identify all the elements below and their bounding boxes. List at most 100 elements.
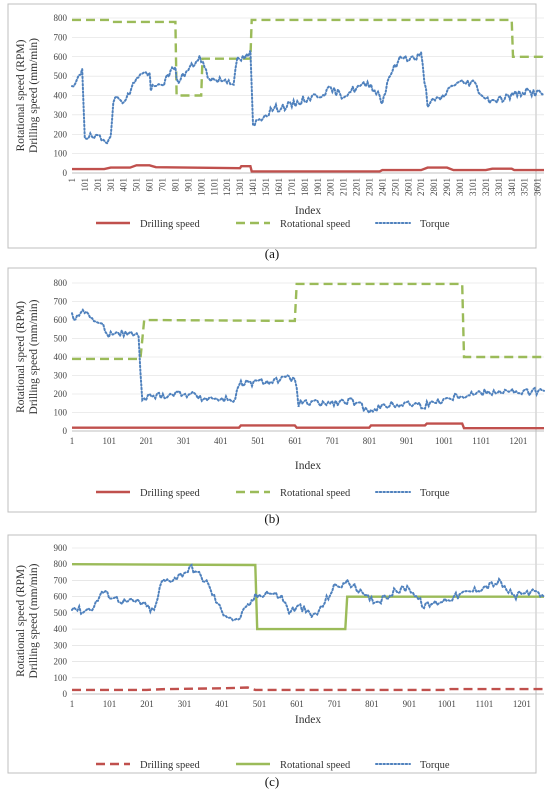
- x-axis-title: Index: [295, 205, 321, 217]
- y-tick-label: 400: [54, 352, 68, 362]
- y-tick-label: 600: [54, 52, 68, 62]
- x-tick-label: 1701: [287, 178, 297, 196]
- panel-caption: (b): [264, 511, 279, 526]
- x-tick-label: 3501: [520, 178, 530, 196]
- x-axis-title: Index: [295, 714, 321, 726]
- series-line-drilling-speed: [72, 686, 544, 692]
- panel-a: 0100200300400500600700800012345678110120…: [7, 3, 545, 261]
- y-tick-label: 500: [54, 71, 68, 81]
- y-tick-label: 800: [54, 278, 68, 288]
- y-axis-title: Rotational speed (RPM): [15, 39, 27, 151]
- x-tick-label: 801: [365, 699, 379, 709]
- x-tick-label: 401: [215, 699, 229, 709]
- y-tick-label: 500: [54, 334, 68, 344]
- x-tick-label: 501: [253, 699, 267, 709]
- x-tick-label: 3601: [533, 178, 543, 196]
- x-tick-label: 1: [70, 436, 75, 446]
- x-tick-label: 301: [177, 436, 191, 446]
- x-tick-label: 3101: [468, 178, 478, 196]
- x-tick-label: 601: [290, 699, 304, 709]
- x-tick-label: 701: [328, 699, 342, 709]
- y-tick-label: 300: [54, 640, 68, 650]
- x-tick-label: 601: [288, 436, 302, 446]
- y-axis-title: Drilling speed (mm/min): [28, 38, 40, 153]
- panel-frame: [7, 534, 537, 774]
- x-tick-label: 1201: [222, 178, 232, 196]
- x-tick-label: 1201: [513, 699, 531, 709]
- x-tick-label: 801: [170, 178, 180, 192]
- y-tick-label: 700: [54, 575, 68, 585]
- x-tick-label: 301: [106, 178, 116, 192]
- panel-caption: (c): [265, 774, 279, 789]
- x-tick-label: 101: [103, 699, 117, 709]
- x-tick-label: 1301: [235, 178, 245, 196]
- x-tick-label: 1201: [509, 436, 527, 446]
- x-tick-label: 1901: [313, 178, 323, 196]
- x-tick-label: 701: [158, 178, 168, 192]
- y-tick-label: 800: [54, 559, 68, 569]
- x-tick-label: 3201: [481, 178, 491, 196]
- x-axis-title: Index: [295, 460, 321, 472]
- y-tick-label: 0: [63, 168, 68, 178]
- x-tick-label: 301: [178, 699, 192, 709]
- x-tick-label: 1001: [196, 178, 206, 196]
- legend-label: Torque: [420, 219, 450, 230]
- y-axis-title: Drilling speed (mm/min): [28, 299, 40, 414]
- series-line-rotational-speed: [71, 563, 544, 631]
- panel-b: 0100200300400500600700800012345671101201…: [7, 267, 545, 526]
- x-tick-label: 1501: [261, 178, 271, 196]
- y-tick-label: 0: [63, 689, 68, 699]
- x-tick-label: 701: [326, 436, 340, 446]
- x-tick-label: 3001: [455, 178, 465, 196]
- series-line-drilling-speed: [72, 164, 544, 173]
- y-tick-label: 900: [54, 543, 68, 553]
- series-line-torque: [71, 563, 545, 622]
- y-tick-label: 600: [54, 315, 68, 325]
- x-tick-label: 1101: [472, 436, 490, 446]
- x-tick-label: 1101: [209, 178, 219, 196]
- x-tick-label: 401: [119, 178, 129, 192]
- y-tick-label: 100: [54, 408, 68, 418]
- y-tick-label: 300: [54, 371, 68, 381]
- series-line-torque: [71, 49, 545, 145]
- x-tick-label: 901: [403, 699, 417, 709]
- x-tick-label: 101: [80, 178, 90, 192]
- panel-frame: [7, 267, 537, 513]
- y-tick-label: 100: [54, 673, 68, 683]
- y-axis-title: Rotational speed (RPM): [15, 565, 27, 677]
- legend-label: Torque: [420, 488, 450, 499]
- x-tick-label: 801: [363, 436, 377, 446]
- y-axis-title: Drilling speed (mm/min): [28, 563, 40, 678]
- x-tick-label: 2401: [377, 178, 387, 196]
- y-tick-label: 700: [54, 32, 68, 42]
- panel-c: 010020030040050060070080090000.511.522.5…: [7, 534, 545, 789]
- legend-label: Drilling speed: [140, 219, 201, 230]
- y-tick-label: 200: [54, 657, 68, 667]
- y-tick-label: 800: [54, 13, 68, 23]
- x-tick-label: 1101: [476, 699, 494, 709]
- x-tick-label: 2501: [390, 178, 400, 196]
- legend-label: Torque: [420, 760, 450, 771]
- x-tick-label: 2601: [403, 178, 413, 196]
- series-line-torque: [71, 308, 545, 415]
- x-tick-label: 901: [183, 178, 193, 192]
- x-tick-label: 2801: [429, 178, 439, 196]
- x-tick-label: 1: [70, 699, 75, 709]
- x-tick-label: 101: [102, 436, 116, 446]
- x-tick-label: 3401: [507, 178, 517, 196]
- x-tick-label: 2701: [416, 178, 426, 196]
- y-axis-title: Rotational speed (RPM): [15, 301, 27, 413]
- y-tick-label: 200: [54, 389, 68, 399]
- y-tick-label: 600: [54, 592, 68, 602]
- y-tick-label: 400: [54, 91, 68, 101]
- series-line-rotational-speed: [72, 282, 544, 361]
- x-tick-label: 1: [67, 178, 77, 183]
- x-tick-label: 3301: [494, 178, 504, 196]
- legend-label: Rotational speed: [280, 488, 351, 499]
- x-tick-label: 501: [132, 178, 142, 192]
- y-tick-label: 400: [54, 624, 68, 634]
- panel-caption: (a): [265, 246, 279, 261]
- legend-label: Drilling speed: [140, 760, 201, 771]
- x-tick-label: 401: [214, 436, 228, 446]
